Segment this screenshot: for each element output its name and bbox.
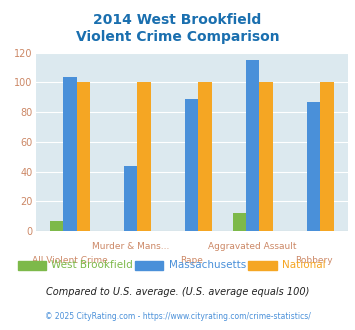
Text: Robbery: Robbery [295, 256, 332, 265]
Bar [233, 213, 246, 231]
Text: © 2025 CityRating.com - https://www.cityrating.com/crime-statistics/: © 2025 CityRating.com - https://www.city… [45, 312, 310, 321]
Text: Compared to U.S. average. (U.S. average equals 100): Compared to U.S. average. (U.S. average … [46, 287, 309, 297]
Text: Murder & Mans...: Murder & Mans... [92, 242, 169, 251]
Bar [320, 82, 334, 231]
Bar [246, 60, 260, 231]
Text: 2014 West Brookfield
Violent Crime Comparison: 2014 West Brookfield Violent Crime Compa… [76, 13, 279, 45]
Text: All Violent Crime: All Violent Crime [32, 256, 108, 265]
Bar [50, 220, 63, 231]
Bar [260, 82, 273, 231]
Text: National: National [282, 260, 326, 270]
Text: Rape: Rape [180, 256, 203, 265]
Bar [307, 102, 320, 231]
Bar [137, 82, 151, 231]
Bar [185, 99, 198, 231]
Bar [63, 77, 77, 231]
Bar [77, 82, 90, 231]
Bar [124, 166, 137, 231]
Text: Massachusetts: Massachusetts [169, 260, 246, 270]
Text: West Brookfield: West Brookfield [51, 260, 133, 270]
Text: Aggravated Assault: Aggravated Assault [208, 242, 297, 251]
Bar [198, 82, 212, 231]
